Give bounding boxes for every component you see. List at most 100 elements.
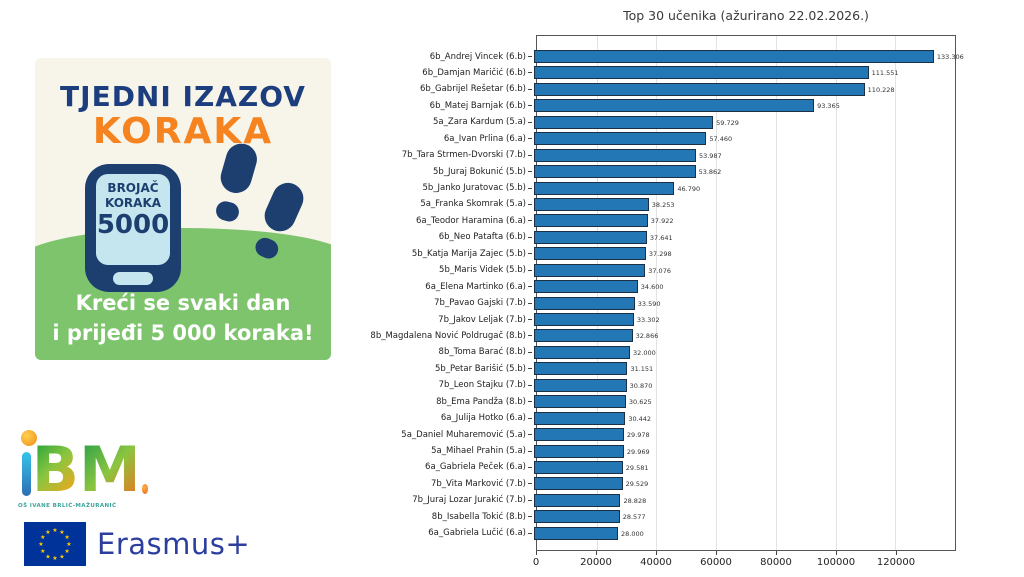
bar xyxy=(534,263,646,277)
y-tick-mark xyxy=(528,171,532,173)
y-tick-mark xyxy=(528,483,532,485)
bar-category-label: 5a_Mihael Prahin (5.a) xyxy=(431,446,526,456)
x-tick-mark xyxy=(896,551,897,555)
y-tick-mark xyxy=(528,302,532,304)
bar-category-label: 8b_Magdalena Nović Poldrugač (8.b) xyxy=(370,330,526,341)
poster-footer-line2: i prijeđi 5 000 koraka! xyxy=(52,320,314,345)
bar-value-label: 46.790 xyxy=(677,184,701,193)
pedometer-icon: BROJAČ KORAKA 5000 xyxy=(85,164,181,292)
steps-bar-chart: Top 30 učenika (ažurirano 22.02.2026.) 6… xyxy=(370,8,1018,572)
y-tick-mark xyxy=(528,187,532,189)
chart-row: 5b_Petar Barišić (5.b) 31.151 xyxy=(398,362,1018,376)
bar-category-label: 6a_Gabriela Lučić (6.a) xyxy=(428,528,526,539)
bar-value-label: 29.581 xyxy=(625,463,649,472)
erasmus-label: Erasmus+ xyxy=(97,527,251,561)
bar-value-label: 29.969 xyxy=(626,447,650,456)
bar xyxy=(534,99,815,113)
bar-category-label: 6b_Damjan Maričić (6.b) xyxy=(422,67,526,78)
chart-row: 5b_Katja Marija Zajec (5.b) 37.298 xyxy=(398,247,1018,261)
bar-track: 30.625 xyxy=(534,395,954,409)
y-tick-mark xyxy=(528,253,532,255)
bar-category-label: 7b_Tara Strmen-Dvorski (7.b) xyxy=(401,150,526,161)
bar-track: 37.298 xyxy=(534,247,954,261)
y-tick-mark xyxy=(528,351,532,353)
logo-letter-b: B xyxy=(31,433,80,507)
chart-row: 5b_Janko Juratovac (5.b) 46.790 xyxy=(398,181,1018,195)
bar-category-label: 5b_Janko Juratovac (5.b) xyxy=(422,183,526,193)
bar-category-label: 5a_Zara Kardum (5.a) xyxy=(433,117,526,128)
bar-category-label: 7b_Leon Stajku (7.b) xyxy=(438,380,526,391)
svg-text:★: ★ xyxy=(38,541,43,548)
x-tick-mark xyxy=(536,551,537,555)
bar xyxy=(534,313,634,326)
bar-value-label: 59.729 xyxy=(716,118,739,127)
bar-track: 57.460 xyxy=(534,132,954,146)
bar-category-label: 8b_Toma Barać (8.b) xyxy=(438,347,526,358)
x-tick-mark xyxy=(836,551,837,555)
chart-row: 6a_Julija Hotko (6.a) 30.442 xyxy=(398,411,1018,425)
bar xyxy=(534,329,633,343)
bar-value-label: 32.866 xyxy=(635,332,659,341)
bar xyxy=(534,165,696,179)
bar-value-label: 38.253 xyxy=(651,200,675,209)
chart-row: 5b_Juraj Bokunić (5.b) 53.862 xyxy=(398,165,1018,179)
x-tick-label: 80000 xyxy=(760,557,792,568)
bar-value-label: 37.641 xyxy=(649,233,673,242)
bar xyxy=(534,510,620,524)
bar-track: 53.862 xyxy=(534,165,954,179)
y-tick-mark xyxy=(528,368,532,370)
bar-category-label: 8b_Isabella Tokić (8.b) xyxy=(431,511,526,522)
chart-row: 8b_Ema Pandža (8.b) 30.625 xyxy=(398,395,1018,409)
bar xyxy=(534,493,621,507)
gridline xyxy=(656,36,658,550)
chart-row: 6a_Teodor Haramina (6.a) 37.922 xyxy=(398,214,1018,228)
chart-row: 7b_Leon Stajku (7.b) 30.870 xyxy=(398,378,1018,392)
bar-track: 34.600 xyxy=(534,280,954,294)
school-logo-letters: B M xyxy=(18,426,148,507)
y-tick-mark xyxy=(528,203,532,205)
bar-track: 29.969 xyxy=(534,444,954,458)
bar-category-label: 7b_Juraj Lozar Jurakić (7.b) xyxy=(412,495,526,506)
bar-value-label: 111.551 xyxy=(871,69,899,78)
bar-category-label: 5b_Petar Barišić (5.b) xyxy=(434,363,526,374)
bar-category-label: 5b_Juraj Bokunić (5.b) xyxy=(432,166,526,177)
y-tick-mark xyxy=(528,319,532,320)
logo-m-dot-icon xyxy=(141,484,148,494)
eu-stars-icon: ★ ★★★★★★★★★★★ xyxy=(38,527,71,562)
bar-category-label: 6a_Elena Martinko (6.a) xyxy=(425,281,526,292)
erasmus-logo: ★ ★ ★ ★ ★ ★ ★ ★ ★ ★ ★ ★ Erasmus+ xyxy=(24,522,250,566)
bar xyxy=(534,428,624,442)
bar-track: 93.365 xyxy=(534,99,954,113)
bar-track: 31.151 xyxy=(534,362,954,376)
bar-track: 33.302 xyxy=(534,313,954,326)
logo-letter-m: M xyxy=(79,433,141,507)
chart-row: 5a_Franka Skomrak (5.a) 38.253 xyxy=(398,197,1018,211)
bar-value-label: 57.460 xyxy=(709,135,733,144)
svg-text:★: ★ xyxy=(59,553,64,560)
bar xyxy=(534,395,626,409)
bar xyxy=(534,460,623,474)
bar-category-label: 5b_Maris Videk (5.b) xyxy=(439,265,526,276)
chart-row: 6b_Matej Barnjak (6.b) 93.365 xyxy=(398,99,1018,113)
bar-track: 30.442 xyxy=(534,411,954,425)
y-tick-mark xyxy=(528,88,532,90)
bar-category-label: 5a_Franka Skomrak (5.a) xyxy=(420,199,526,210)
chart-plot-area: 6b_Andrej Vincek (6.b) 133.306 6b_Damjan M… xyxy=(370,35,1018,551)
bar xyxy=(534,148,696,162)
bar xyxy=(534,66,869,80)
bar-value-label: 31.151 xyxy=(630,365,654,374)
x-tick-label: 120000 xyxy=(876,557,916,568)
y-tick-mark xyxy=(528,401,532,403)
bar-track: 37.641 xyxy=(534,230,954,244)
bar-value-label: 30.870 xyxy=(629,381,653,390)
bar-track: 32.000 xyxy=(534,345,954,359)
svg-text:★: ★ xyxy=(64,534,69,541)
bar-category-label: 5a_Daniel Muharemović (5.a) xyxy=(401,429,526,440)
school-logo: B M OŠ IVANE BRLIĆ-MAŽURANIĆ xyxy=(18,426,148,509)
y-tick-mark xyxy=(528,532,532,534)
pedometer-screen: BROJAČ KORAKA 5000 xyxy=(96,174,170,265)
y-tick-mark xyxy=(528,516,532,518)
svg-text:★: ★ xyxy=(64,548,69,555)
bar xyxy=(534,477,623,491)
bar-category-label: 6b_Matej Barnjak (6.b) xyxy=(429,100,526,111)
